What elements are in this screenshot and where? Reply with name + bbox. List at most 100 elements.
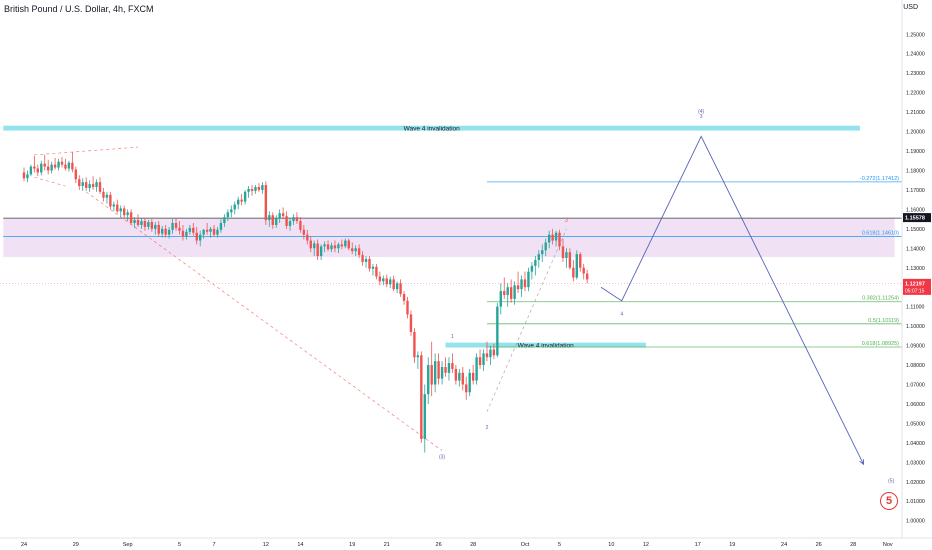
candle-body	[378, 276, 382, 282]
candle-body	[88, 184, 91, 188]
trendlines-layer	[34, 146, 567, 451]
candle-body	[105, 194, 109, 198]
candle-body	[143, 221, 147, 227]
time-tick-label: 5	[558, 542, 561, 548]
time-tick-label: Sep	[123, 542, 133, 548]
time-axis[interactable]: 24 29 Sep 5 7 12 14 19 21 26 28 Oct 5 10 12 17 19 24 26 28 N…	[21, 542, 893, 548]
candle-body	[437, 361, 440, 379]
candle-body	[147, 222, 150, 227]
candle-body	[468, 372, 471, 393]
candle-body	[354, 248, 357, 252]
candle-body	[64, 164, 67, 169]
candle-body	[340, 244, 344, 247]
candle-body	[122, 208, 126, 216]
candle-body	[278, 213, 281, 219]
symbol-title: British Pound / U.S. Dollar, 4h, FXCM	[4, 4, 154, 14]
candle-body	[382, 278, 385, 282]
candle-body	[541, 250, 544, 255]
candle-body	[292, 217, 295, 222]
bar-countdown-label: 05:07:15	[905, 288, 925, 294]
candle-body	[558, 232, 561, 247]
candle-body	[561, 246, 565, 259]
candle-body	[84, 182, 88, 188]
candle-body	[154, 224, 157, 229]
time-tick-label: 14	[297, 542, 303, 548]
candle-body	[67, 162, 71, 169]
candle-body	[399, 283, 402, 295]
projection-layer	[600, 135, 865, 466]
level-label: 0.618(1.14610)	[862, 230, 899, 236]
price-tick-label: 1.20000	[906, 130, 925, 136]
candle-body	[199, 234, 202, 241]
price-tick-label: 1.01000	[906, 499, 925, 505]
candle-body	[140, 221, 143, 225]
candle-body	[406, 300, 409, 315]
candle-body	[133, 220, 136, 223]
candle-body	[551, 234, 554, 241]
candle-body	[444, 366, 447, 373]
price-axis[interactable]: 1.25000 1.24000 1.23000 1.22000 1.21000 1.200…	[906, 32, 925, 524]
candle-body	[423, 394, 426, 439]
candle-body	[237, 199, 240, 205]
candle-body	[230, 209, 233, 213]
current-price-label: 1.12197	[905, 281, 925, 287]
candle-body	[285, 216, 288, 226]
time-tick-label: 28	[470, 542, 476, 548]
candle-body	[389, 279, 392, 285]
candle-body	[392, 279, 395, 290]
candle-body	[568, 252, 572, 268]
candle-body	[26, 174, 29, 179]
candle-body	[36, 168, 40, 173]
candle-body	[205, 229, 209, 232]
candle-body	[316, 243, 319, 257]
candle-body	[357, 248, 361, 256]
wave-label: 2	[486, 425, 489, 431]
candle-body	[216, 229, 219, 235]
time-tick-label: 24	[21, 542, 27, 548]
candles-layer	[22, 151, 589, 453]
candle-body	[430, 365, 433, 385]
candle-body	[420, 355, 423, 439]
candle-body	[302, 229, 306, 235]
projection-path	[600, 135, 864, 465]
candle-body	[157, 224, 160, 234]
time-tick-label: 29	[73, 542, 79, 548]
candle-body	[471, 372, 475, 381]
candle-body	[375, 266, 378, 277]
candle-body	[385, 278, 388, 285]
candle-body	[547, 234, 551, 243]
price-tick-label: 1.07000	[906, 382, 925, 388]
candle-body	[534, 259, 537, 266]
wave-label: (3)	[439, 454, 445, 460]
candle-body	[264, 185, 268, 221]
candle-body	[485, 353, 489, 358]
candle-body	[465, 384, 468, 393]
candle-body	[440, 366, 444, 379]
candle-body	[50, 164, 53, 171]
candle-body	[95, 182, 98, 188]
time-tick-label: 12	[263, 542, 269, 548]
candle-body	[496, 306, 499, 356]
zones-layer: Wave 4 invalidation Wave 4 invalidation	[3, 126, 895, 350]
levels-layer: -0.272(1.17412) 0.618(1.14610) 0.382(1.112…	[0, 176, 902, 348]
price-tick-label: 1.18000	[906, 168, 925, 174]
zone-label: Wave 4 invalidation	[404, 126, 461, 133]
price-tick-label: 1.08000	[906, 363, 925, 369]
candle-body	[29, 166, 33, 175]
candle-body	[579, 254, 582, 268]
candle-body	[271, 215, 274, 225]
candle-body	[46, 166, 50, 171]
time-tick-label: Oct	[521, 542, 530, 548]
price-tick-label: 1.22000	[906, 91, 925, 97]
candle-body	[174, 222, 178, 228]
candle-body	[91, 184, 95, 188]
candle-body	[247, 188, 250, 192]
price-tick-label: 1.13000	[906, 266, 925, 272]
candle-body	[544, 242, 547, 251]
time-tick-label: Nov	[883, 542, 893, 548]
time-tick-label: 10	[608, 542, 614, 548]
candle-body	[454, 368, 458, 381]
candle-body	[288, 221, 292, 226]
candle-body	[330, 245, 333, 250]
